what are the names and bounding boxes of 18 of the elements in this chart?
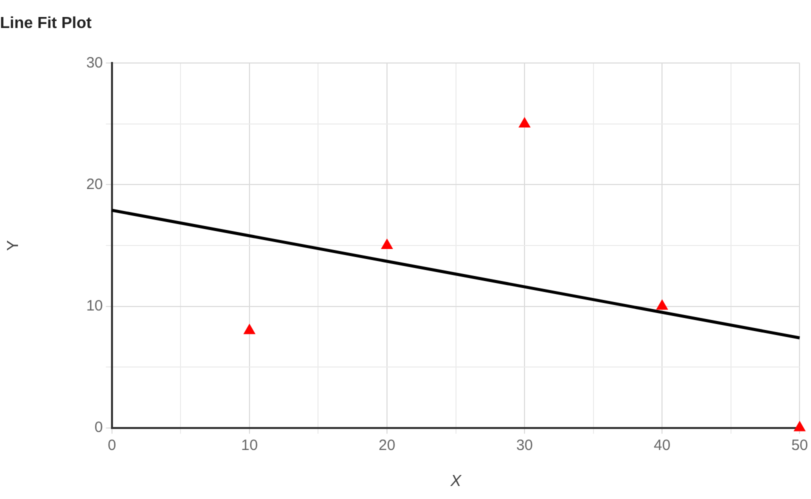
point <box>518 117 530 128</box>
chart-title: Line Fit Plot <box>0 15 92 32</box>
x-tick-label: 0 <box>108 436 116 454</box>
x-tick-label: 30 <box>516 436 533 454</box>
x-tick-label: 50 <box>791 436 808 454</box>
x-tick-label: 40 <box>654 436 670 454</box>
x-tick-label: 10 <box>241 436 258 454</box>
point <box>381 239 393 249</box>
point <box>656 300 668 310</box>
point <box>244 324 256 334</box>
y-tick-label: 30 <box>86 54 103 72</box>
x-axis-title: X <box>449 472 462 490</box>
y-axis-title: Y <box>5 240 22 251</box>
y-tick-label: 20 <box>86 176 103 193</box>
y-tick-label: 0 <box>94 418 103 436</box>
point <box>794 421 806 432</box>
x-tick-label: 20 <box>378 436 396 454</box>
y-tick-label: 10 <box>86 297 103 314</box>
